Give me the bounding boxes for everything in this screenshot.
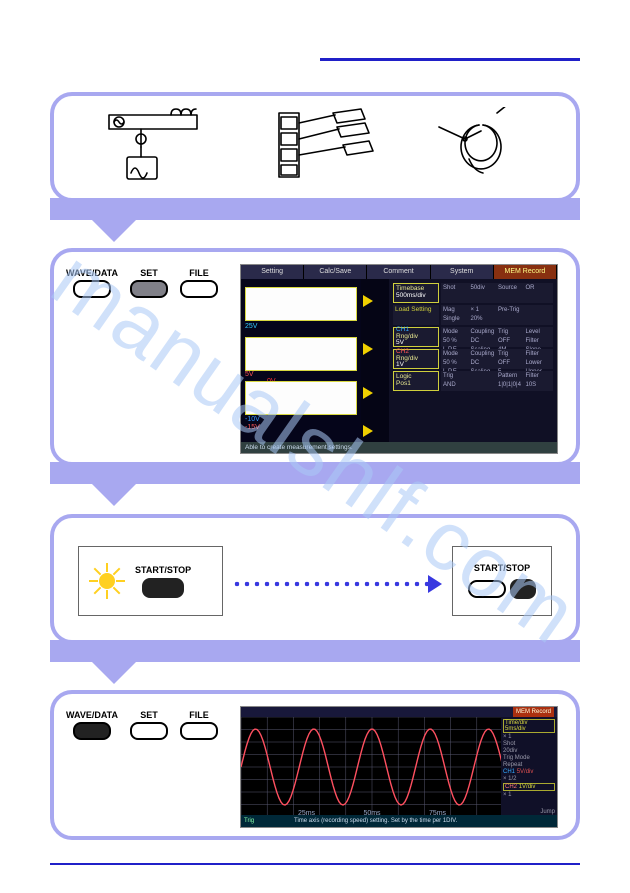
set-cap-2-icon xyxy=(130,722,168,740)
panel-connection-diagrams xyxy=(50,92,580,202)
stop-cap-light-icon xyxy=(468,580,506,598)
side-ch1m: × 1/2 xyxy=(503,776,555,782)
waveform-mode: MEM Record xyxy=(513,707,554,717)
wave-data-label: WAVE/DATA xyxy=(66,268,118,278)
row-ch1-params: ModeCouplingTrigLevel 50 %DCOFFFilter L.… xyxy=(441,327,553,347)
start-cap-icon xyxy=(142,578,184,598)
settings-screen: Setting Calc/Save Comment System MEM Rec… xyxy=(240,264,558,454)
file-button-2[interactable]: FILE xyxy=(180,710,218,740)
ch2-vhi: 5V xyxy=(245,371,254,378)
ch2-vlo: -10V xyxy=(245,416,260,423)
callout-arrow-4-icon xyxy=(363,425,373,437)
mode-mem-record: MEM Record xyxy=(494,265,557,279)
tab-calc[interactable]: Calc/Save xyxy=(304,265,367,279)
settings-tabs: Setting Calc/Save Comment System MEM Rec… xyxy=(241,265,557,279)
wave-data-button[interactable]: WAVE/DATA xyxy=(66,268,118,298)
chip-load-setting[interactable]: Load Setting xyxy=(393,305,439,325)
diagram-circuit-icon xyxy=(101,107,221,187)
recording-active-icon xyxy=(89,563,125,599)
settings-footer: Able to create measurement settings. xyxy=(241,442,557,453)
settings-param-grid: Timebase 500ms/div Shot50div SourceOR Lo… xyxy=(389,279,557,452)
diagram-clamp-icon xyxy=(429,107,529,187)
chip-timebase[interactable]: Timebase 500ms/div xyxy=(393,283,439,303)
flow-arrow-1-icon xyxy=(92,220,136,242)
waveform-plot: 25ms50ms75ms xyxy=(241,717,503,817)
panel-settings: WAVE/DATA SET FILE Setting Calc/Save Com… xyxy=(50,248,580,466)
file-button[interactable]: FILE xyxy=(180,268,218,298)
start-stop-begin-box: START/STOP xyxy=(78,546,223,616)
set-label-2: SET xyxy=(140,710,158,720)
file-cap-2-icon xyxy=(180,722,218,740)
panel-waveform: WAVE/DATA SET FILE MEM Record 25ms50ms75… xyxy=(50,690,580,840)
tab-setting[interactable]: Setting xyxy=(241,265,304,279)
file-cap-icon xyxy=(180,280,218,298)
diagram-probes-icon xyxy=(275,107,375,187)
file-label: FILE xyxy=(189,268,209,278)
start-stop-end-box: START/STOP xyxy=(452,546,552,616)
panel3-spacer xyxy=(50,640,580,662)
ch2-vlo2: -15V xyxy=(245,424,260,431)
side-trigval: Repeat xyxy=(503,762,555,768)
page-top-rule xyxy=(320,58,580,61)
side-ch2[interactable]: CH2 1V/div xyxy=(503,783,555,791)
side-mag: × 1 xyxy=(503,734,555,740)
hw-button-row: WAVE/DATA SET FILE xyxy=(66,268,218,298)
chip-ch2[interactable]: CH2 Rng/div 1V xyxy=(393,349,439,369)
row-pretrig: Mag× 1 Pre-Trig Single20% xyxy=(441,305,553,325)
panel-start-stop: START/STOP START/STOP xyxy=(50,514,580,644)
set-button[interactable]: SET xyxy=(130,268,168,298)
wave-preview-3 xyxy=(245,381,357,415)
set-button-2[interactable]: SET xyxy=(130,710,168,740)
stop-label: START/STOP xyxy=(474,563,530,573)
side-trigmode: Trig Mode xyxy=(503,755,555,761)
side-shot-val: 20div xyxy=(503,748,555,754)
page-bottom-rule xyxy=(50,863,580,865)
flow-arrow-3-icon xyxy=(92,662,136,684)
start-label: START/STOP xyxy=(135,565,191,575)
recording-progress-arrow-icon xyxy=(232,578,442,590)
ch1-vhi: 25V xyxy=(245,323,257,330)
waveform-footer: Trig Time axis (recording speed) setting… xyxy=(241,815,557,827)
file-label-2: FILE xyxy=(189,710,209,720)
start-button[interactable]: START/STOP xyxy=(135,565,191,598)
callout-arrow-1-icon xyxy=(363,295,373,307)
callout-arrow-3-icon xyxy=(363,387,373,399)
chip-ch1[interactable]: CH1 Rng/div 5V xyxy=(393,327,439,347)
wave-data-label-2: WAVE/DATA xyxy=(66,710,118,720)
panel1-spacer xyxy=(50,198,580,220)
waveform-top-bar: MEM Record xyxy=(241,707,557,717)
row-logic-params: TrigPatternFilter AND1|0|1|0|410S xyxy=(441,371,553,391)
settings-wave-previews: 25V 5V 0V -10V -15V xyxy=(241,279,361,452)
waveform-side-panel: Time/div 5ms/div × 1 Shot 20div Trig Mod… xyxy=(501,717,557,817)
wave-preview-2 xyxy=(245,337,357,371)
hw-button-row-2: WAVE/DATA SET FILE xyxy=(66,710,218,740)
side-shot-label: Shot xyxy=(503,741,555,747)
tab-comment[interactable]: Comment xyxy=(367,265,430,279)
stop-button[interactable] xyxy=(510,579,536,599)
callout-arrow-2-icon xyxy=(363,343,373,355)
wave-data-button-2[interactable]: WAVE/DATA xyxy=(66,710,118,740)
panel2-spacer xyxy=(50,462,580,484)
row-shot-source: Shot50div SourceOR xyxy=(441,283,553,303)
waveform-screen: MEM Record 25ms50ms75ms Time/div 5ms/div… xyxy=(240,706,558,828)
wave-data-cap-2-icon xyxy=(73,722,111,740)
set-cap-icon xyxy=(130,280,168,298)
side-ch2m: × 1 xyxy=(503,792,555,798)
tab-system[interactable]: System xyxy=(431,265,494,279)
wave-data-cap-icon xyxy=(73,280,111,298)
set-label: SET xyxy=(140,268,158,278)
wave-preview-1 xyxy=(245,287,357,321)
row-ch2-params: ModeCouplingTrigFilter 50 %DCOFFLower L.… xyxy=(441,349,553,369)
side-ch1: CH1 5V/div xyxy=(503,769,555,775)
side-timediv[interactable]: Time/div 5ms/div xyxy=(503,719,555,733)
flow-arrow-2-icon xyxy=(92,484,136,506)
chip-logic[interactable]: Logic Pos1 xyxy=(393,371,439,391)
